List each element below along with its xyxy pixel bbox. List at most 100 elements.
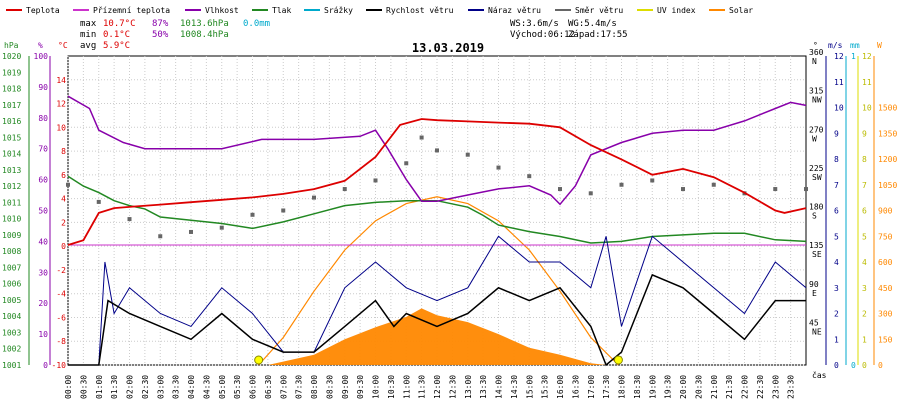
wind-tick: 3 xyxy=(834,284,839,293)
solar-tick: 1350 xyxy=(878,129,897,138)
uv-tick: 2 xyxy=(862,310,867,319)
wind-tick: 4 xyxy=(834,258,839,267)
direction-tick: 315 xyxy=(809,87,824,96)
time-tick: 00:30 xyxy=(79,375,88,399)
unit-ms: m/s xyxy=(828,41,843,50)
time-tick: 17:30 xyxy=(602,375,611,399)
humidity-tick: 60 xyxy=(38,176,48,185)
time-tick: 08:00 xyxy=(310,375,319,399)
temperature-tick: 4 xyxy=(61,195,66,204)
time-tick: 19:00 xyxy=(648,375,657,399)
direction-tick: 270 xyxy=(809,125,824,134)
time-tick: 04:00 xyxy=(187,375,196,399)
wind-direction-point xyxy=(373,178,378,183)
wind-direction-point xyxy=(189,229,193,234)
time-tick: 01:00 xyxy=(95,375,104,399)
humidity-tick: 100 xyxy=(34,52,49,61)
time-tick: 06:30 xyxy=(264,375,273,399)
wind-direction-point xyxy=(312,195,316,200)
time-tick: 14:00 xyxy=(495,375,504,399)
solar-area xyxy=(267,308,607,365)
pressure-tick: 1015 xyxy=(2,133,21,142)
uv-tick: 10 xyxy=(862,104,872,113)
humidity-tick: 40 xyxy=(38,237,48,246)
rain-tick: 1 xyxy=(851,52,856,61)
humidity-tick: 70 xyxy=(38,145,48,154)
uv-tick: 5 xyxy=(862,232,867,241)
temperature-tick: -2 xyxy=(56,266,66,275)
temperature-tick: 12 xyxy=(56,100,66,109)
time-tick: 23:00 xyxy=(771,375,780,399)
direction-tick: 45 xyxy=(809,318,819,327)
solar-theoretical-line xyxy=(258,196,619,366)
time-tick: 07:00 xyxy=(279,375,288,399)
wind-direction-point xyxy=(588,191,593,196)
temperature-tick: -10 xyxy=(52,361,67,370)
time-tick: 13:30 xyxy=(479,375,488,399)
pressure-tick: 1003 xyxy=(2,328,21,337)
stats-max-label: max xyxy=(80,19,97,29)
time-tick: 11:00 xyxy=(402,375,411,399)
direction-label: SW xyxy=(812,173,822,182)
solar-tick: 600 xyxy=(878,258,893,267)
solar-tick: 900 xyxy=(878,207,893,216)
time-tick: 06:00 xyxy=(249,375,258,399)
plot-area xyxy=(66,95,808,367)
legend-label: Teplota xyxy=(26,6,60,15)
y-axes: 1001100210031004100510061007100810091010… xyxy=(2,48,897,370)
uv-tick: 6 xyxy=(862,207,867,216)
uv-tick: 12 xyxy=(862,52,872,61)
stats-min-hum: 50% xyxy=(152,30,169,40)
wind-direction-point xyxy=(681,187,685,192)
time-tick: 01:30 xyxy=(110,375,119,399)
time-tick: 00:00 xyxy=(64,375,73,399)
wind-tick: 7 xyxy=(834,181,839,190)
rain-tick: 0 xyxy=(851,361,856,370)
time-tick: 21:30 xyxy=(725,375,734,399)
time-tick: 03:30 xyxy=(172,375,181,399)
uv-tick: 1 xyxy=(862,335,867,344)
time-tick: 12:30 xyxy=(448,375,457,399)
unit-press: hPa xyxy=(4,41,19,50)
unit-mm: mm xyxy=(850,41,860,50)
time-tick: 15:30 xyxy=(541,375,550,399)
chart-legend: Teplota Přízemní teplota Vlhkost Tlak Srážky… xyxy=(6,6,753,15)
time-tick: 11:30 xyxy=(418,375,427,399)
solar-tick: 300 xyxy=(878,310,893,319)
solar-tick: 450 xyxy=(878,284,893,293)
time-tick: 10:30 xyxy=(387,375,396,399)
pressure-tick: 1017 xyxy=(2,101,21,110)
temperature-tick: -8 xyxy=(56,337,66,346)
time-tick: 07:30 xyxy=(295,375,304,399)
wind-direction-point xyxy=(804,187,808,192)
legend-label: Solar xyxy=(729,6,753,15)
direction-tick: 180 xyxy=(809,203,824,212)
wind-direction-point xyxy=(66,182,70,187)
time-tick: 22:00 xyxy=(741,375,750,399)
unit-deg: ° xyxy=(813,41,818,50)
time-tick: 13:00 xyxy=(464,375,473,399)
temperature-tick: -6 xyxy=(56,313,66,322)
uv-tick: 8 xyxy=(862,155,867,164)
stats-max-press: 1013.6hPa xyxy=(180,19,229,29)
pressure-tick: 1019 xyxy=(2,68,21,77)
pressure-tick: 1009 xyxy=(2,231,21,240)
temperature-tick: 0 xyxy=(61,242,66,251)
solar-tick: 150 xyxy=(878,335,893,344)
humidity-tick: 30 xyxy=(38,268,48,277)
stats-avg-temp: 5.9°C xyxy=(103,41,130,51)
pressure-tick: 1002 xyxy=(2,345,21,354)
time-tick: 09:00 xyxy=(341,375,350,399)
wind-direction-point xyxy=(711,182,716,187)
stats-max-temp: 10.7°C xyxy=(103,19,136,29)
legend-label: Vlhkost xyxy=(205,6,239,15)
wind-gust-line xyxy=(68,235,807,366)
legend-label: Náraz větru xyxy=(488,6,541,15)
direction-label: S xyxy=(812,212,817,221)
stats-min-press: 1008.4hPa xyxy=(180,30,229,40)
direction-tick: 135 xyxy=(809,241,824,250)
wind-tick: 6 xyxy=(834,207,839,216)
temperature-tick: 10 xyxy=(56,123,66,132)
temperature-line xyxy=(67,118,807,246)
direction-label: E xyxy=(812,289,817,298)
